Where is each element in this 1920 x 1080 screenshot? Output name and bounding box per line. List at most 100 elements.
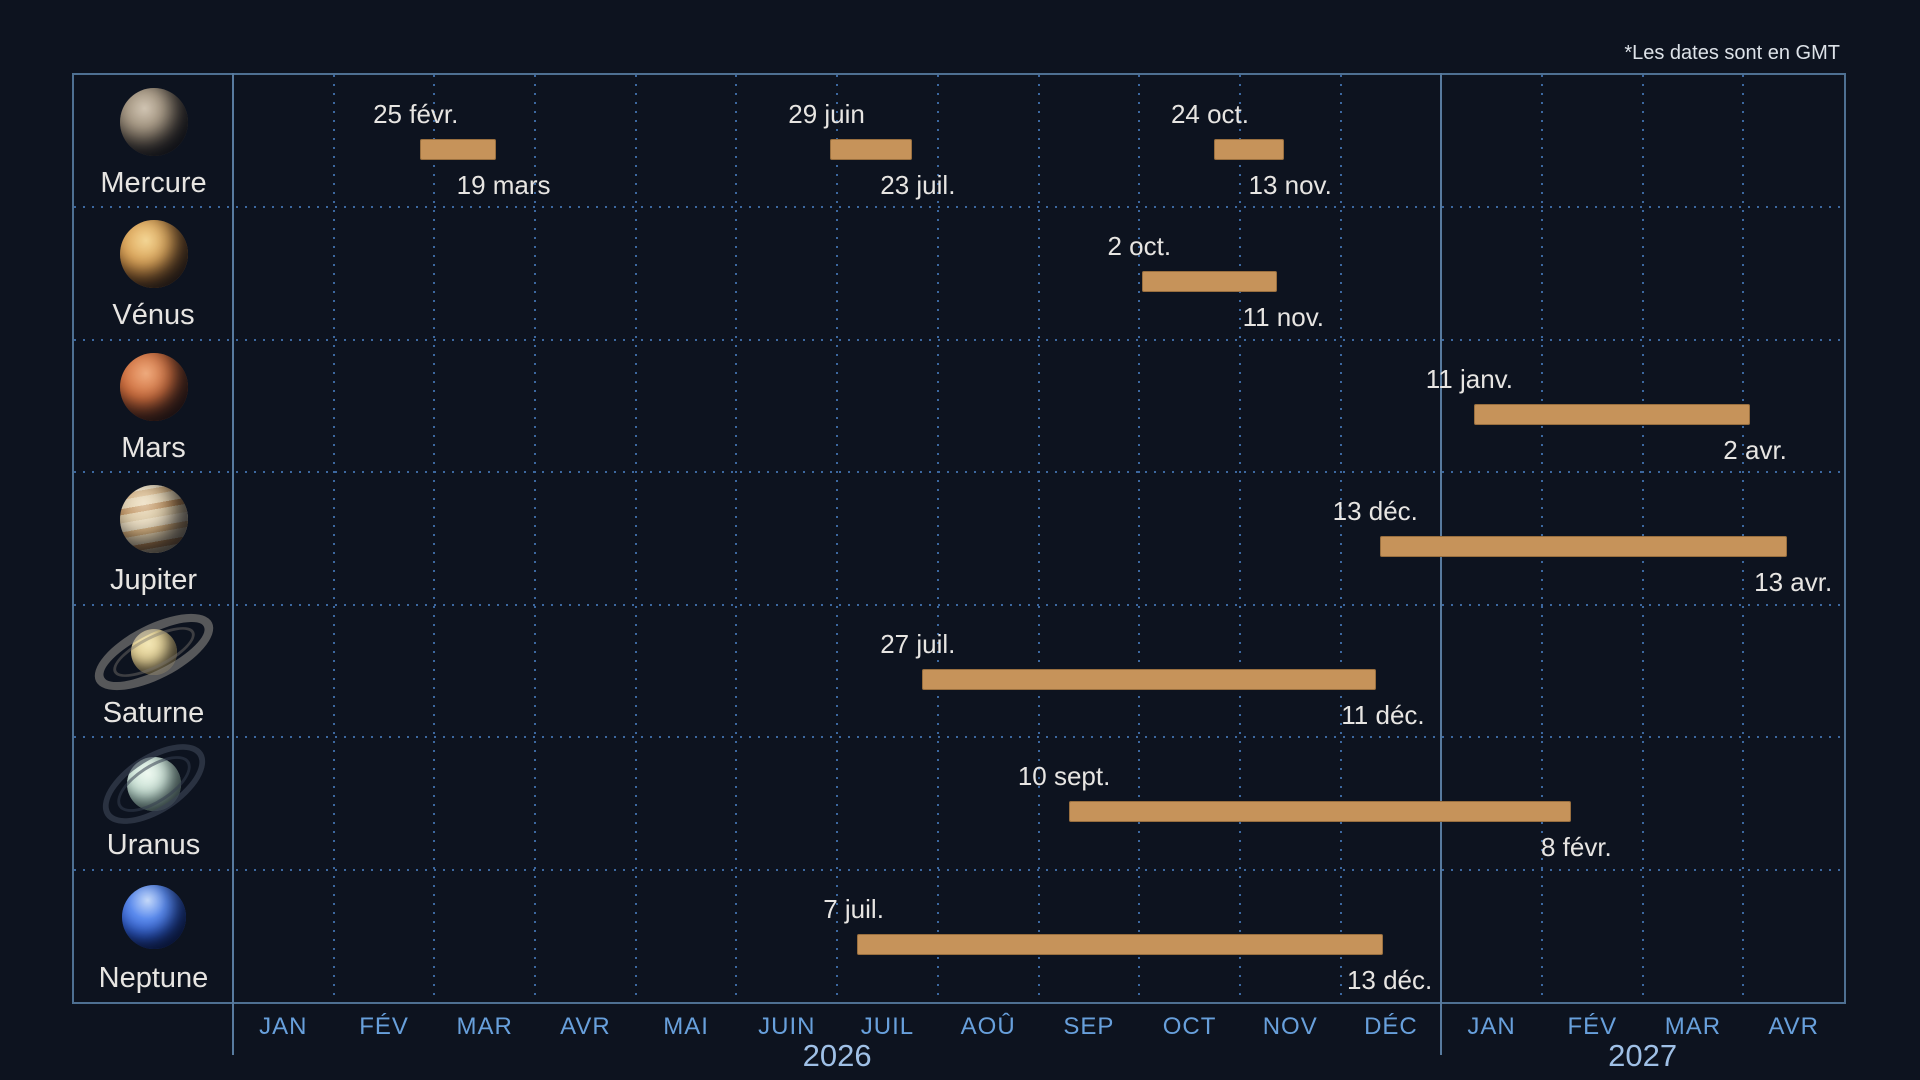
bar-start-date: 24 oct. xyxy=(1170,99,1250,129)
planet-cell: Saturne xyxy=(74,598,233,737)
planet-globe xyxy=(119,88,188,156)
planet-cell: Uranus xyxy=(74,728,233,869)
row-gridline xyxy=(74,471,1844,474)
row-gridline xyxy=(74,736,1844,739)
month-label: NOV xyxy=(1262,1013,1318,1040)
year-divider-line xyxy=(1440,73,1443,1055)
year-label: 2026 xyxy=(802,1038,872,1073)
planet-cell: Jupiter xyxy=(74,472,233,604)
month-label: JAN xyxy=(1467,1013,1516,1040)
bar-end-date: 23 juil. xyxy=(880,170,956,200)
venus-icon xyxy=(89,207,219,301)
retrograde-bar xyxy=(419,139,497,160)
neptune-icon xyxy=(89,870,219,964)
planet-row: Mercure 25 févr. 19 mars 29 juin 23 juil. 24 … xyxy=(74,75,1844,209)
planet-row: Saturne 27 juil. 11 déc. xyxy=(74,598,1844,739)
retrograde-bar xyxy=(1142,271,1277,293)
planet-name: Uranus xyxy=(106,829,201,862)
month-label: FÉV xyxy=(359,1013,409,1040)
jupiter-icon xyxy=(89,472,219,566)
gmt-note: *Les dates sont en GMT xyxy=(1624,42,1840,64)
month-axis: JAN FÉV MAR AVR MAI JUIN JUIL AOÛ SEP OCT NOV DÉC JA… xyxy=(233,1012,1844,1042)
month-gridline xyxy=(836,75,839,1002)
planet-cell: Neptune xyxy=(74,870,233,1002)
month-label: AVR xyxy=(1768,1013,1819,1040)
month-label: MAR xyxy=(1664,1013,1722,1040)
planet-row: Uranus 10 sept. 8 févr. xyxy=(74,728,1844,871)
bar-end-date: 13 nov. xyxy=(1248,170,1332,200)
planet-name: Mercure xyxy=(100,167,207,199)
bar-start-date: 25 févr. xyxy=(373,99,459,129)
month-label: MAR xyxy=(456,1013,513,1040)
month-gridline xyxy=(735,75,738,1002)
saturn-icon xyxy=(83,598,224,706)
row-gridline xyxy=(74,603,1844,606)
planet-name: Neptune xyxy=(98,961,209,994)
month-label: FÉV xyxy=(1567,1013,1618,1040)
bar-end-date: 11 déc. xyxy=(1341,699,1425,730)
retrograde-bar xyxy=(856,933,1383,955)
bar-end-date: 13 déc. xyxy=(1346,964,1433,995)
planet-column-divider-line xyxy=(232,73,234,1055)
planet-row: Mars 11 janv. 2 avr. xyxy=(74,340,1844,474)
bar-end-date: 13 avr. xyxy=(1754,567,1833,598)
month-gridline xyxy=(1138,75,1141,1002)
planet-name: Jupiter xyxy=(109,564,198,597)
bar-start-date: 2 oct. xyxy=(1107,231,1172,262)
row-gridline xyxy=(74,206,1844,209)
mars-icon xyxy=(89,340,219,434)
retrograde-bar xyxy=(921,668,1377,690)
month-gridline xyxy=(634,75,637,1002)
bar-start-date: 7 juil. xyxy=(823,893,884,924)
month-label: AOÛ xyxy=(960,1013,1016,1040)
month-label: JAN xyxy=(259,1013,308,1040)
month-label: DÉC xyxy=(1364,1013,1418,1040)
planet-globe xyxy=(119,352,188,421)
retrograde-bar xyxy=(1473,403,1750,425)
month-label: AVR xyxy=(560,1013,611,1040)
month-gridline xyxy=(433,75,436,1002)
month-label: JUIL xyxy=(860,1013,915,1040)
bar-end-date: 2 avr. xyxy=(1723,434,1787,465)
uranus-icon xyxy=(89,728,219,841)
planet-row: Neptune 7 juil. 13 déc. xyxy=(74,870,1844,1002)
bar-start-date: 29 juin xyxy=(788,99,865,129)
planet-name: Vénus xyxy=(112,299,195,332)
retrograde-bar xyxy=(1068,801,1571,823)
month-gridline xyxy=(1238,75,1241,1002)
mercury-icon xyxy=(89,75,219,169)
retrograde-bar xyxy=(1379,536,1787,558)
planet-cell: Mercure xyxy=(74,75,233,207)
bar-start-date: 13 déc. xyxy=(1332,496,1418,527)
planet-cell: Vénus xyxy=(74,207,233,339)
planet-row: Vénus 2 oct. 11 nov. xyxy=(74,207,1844,341)
bar-start-date: 11 janv. xyxy=(1425,363,1513,394)
chart-area: Mercure 25 févr. 19 mars 29 juin 23 juil. 24 … xyxy=(72,73,1846,1055)
bar-end-date: 19 mars xyxy=(456,170,551,200)
bar-start-date: 10 sept. xyxy=(1017,761,1111,792)
month-gridline xyxy=(1339,75,1342,1002)
planet-row: Jupiter 13 déc. 13 avr. xyxy=(74,472,1844,606)
planet-name: Mars xyxy=(121,431,186,464)
planet-globe xyxy=(130,628,177,675)
month-gridline xyxy=(1037,75,1040,1002)
row-gridline xyxy=(74,868,1844,871)
month-label: MAI xyxy=(663,1013,709,1040)
month-label: OCT xyxy=(1162,1013,1217,1040)
month-label: JUIN xyxy=(758,1013,816,1040)
planet-globe xyxy=(121,884,186,949)
bar-end-date: 8 févr. xyxy=(1540,832,1612,863)
month-gridline xyxy=(936,75,939,1002)
month-label: SEP xyxy=(1063,1013,1115,1040)
planet-globe xyxy=(119,220,188,289)
month-gridline xyxy=(332,75,335,1002)
year-label: 2027 xyxy=(1608,1038,1678,1073)
bar-end-date: 11 nov. xyxy=(1242,302,1325,333)
bar-start-date: 27 juil. xyxy=(880,628,956,659)
retrograde-bar xyxy=(830,139,912,160)
month-gridline xyxy=(534,75,537,1002)
planet-globe xyxy=(126,757,181,812)
retrograde-bar xyxy=(1213,139,1284,160)
row-gridline xyxy=(74,338,1844,341)
